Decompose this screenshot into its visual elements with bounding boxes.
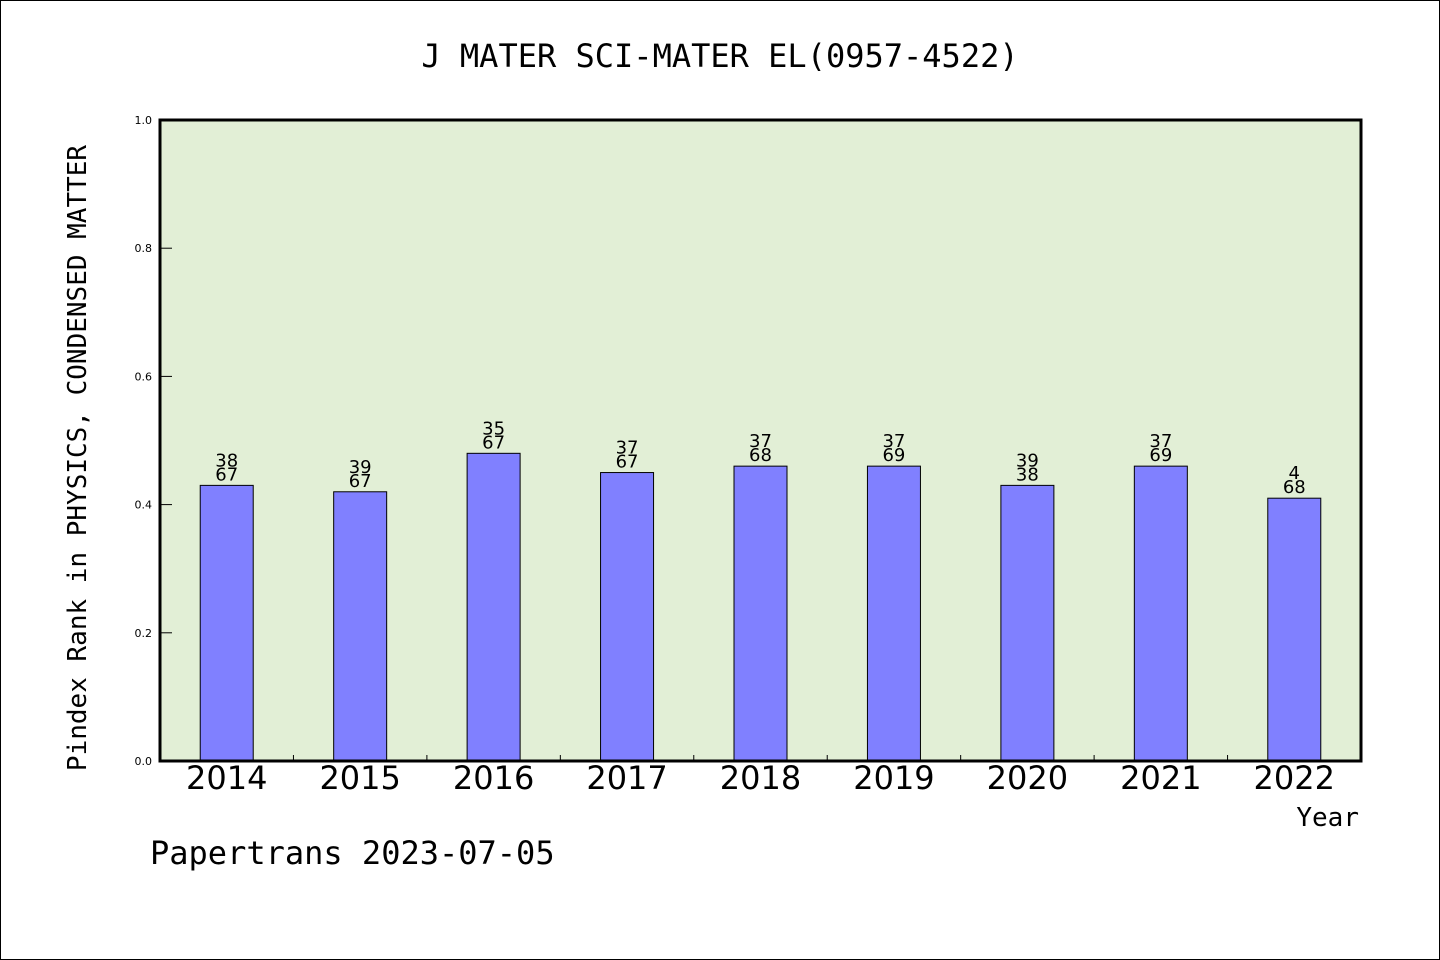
bar-label-bottom: 67 [215,464,238,485]
y-tick-label: 0.8 [135,242,153,255]
bar-label-bottom: 69 [1149,445,1172,466]
bar-series [199,452,1322,762]
bar-2018 [733,465,788,762]
x-axis-label: Year [1296,803,1359,833]
bar-2022 [1267,497,1322,762]
x-tick-label: 2022 [1254,759,1335,797]
y-axis-label: Pindex Rank in PHYSICS, CONDENSED MATTER [63,145,93,771]
x-tick-label: 2020 [987,759,1068,797]
footer-credit: Papertrans 2023-07-05 [150,834,555,872]
bar-2015 [333,491,388,762]
bar-label-bottom: 67 [349,471,372,492]
x-tick-label: 2019 [853,759,934,797]
bar-label-top: 37 [1149,431,1172,452]
y-tick-label: 1.0 [135,114,153,127]
x-tick-label: 2014 [186,759,267,797]
bar-label-top: 4 [1289,463,1300,484]
bar-label-top: 38 [215,450,238,471]
y-tick-label: 0.0 [135,755,153,768]
bar-2017 [600,472,655,762]
x-axis: 2014 2015 2016 2017 2018 2019 2020 2021 2022 [186,755,1335,797]
bar-2016 [466,452,521,762]
chart-title: J MATER SCI-MATER EL(0957-4522) [421,37,1018,75]
bar-label-top: 35 [482,418,505,439]
bar-label-top: 37 [616,438,639,459]
bar-label-bottom: 69 [882,445,905,466]
bar-label-top: 39 [349,457,372,478]
y-tick-label: 0.6 [135,370,153,383]
bar-label-bottom: 67 [482,432,505,453]
x-tick-label: 2018 [720,759,801,797]
bar-label-bottom: 68 [749,445,772,466]
bar-label-bottom: 38 [1016,464,1039,485]
bar-2019 [866,465,921,762]
bar-label-bottom: 68 [1283,477,1306,498]
x-tick-label: 2015 [319,759,400,797]
y-tick-label: 0.4 [135,499,153,512]
bar-2020 [1000,484,1055,762]
bar-label-top: 37 [882,431,905,452]
bar-2014 [199,484,254,762]
bar-label-bottom: 67 [616,452,639,473]
y-axis: 0.0 0.2 0.4 0.6 0.8 1.0 [135,114,172,768]
x-tick-label: 2016 [453,759,534,797]
x-tick-label: 2017 [586,759,667,797]
y-tick-label: 0.2 [135,627,153,640]
x-tick-label: 2021 [1120,759,1201,797]
plot-border [158,118,1363,763]
bar-label-top: 37 [749,431,772,452]
bar-2021 [1133,465,1188,762]
bar-label-top: 39 [1016,450,1039,471]
